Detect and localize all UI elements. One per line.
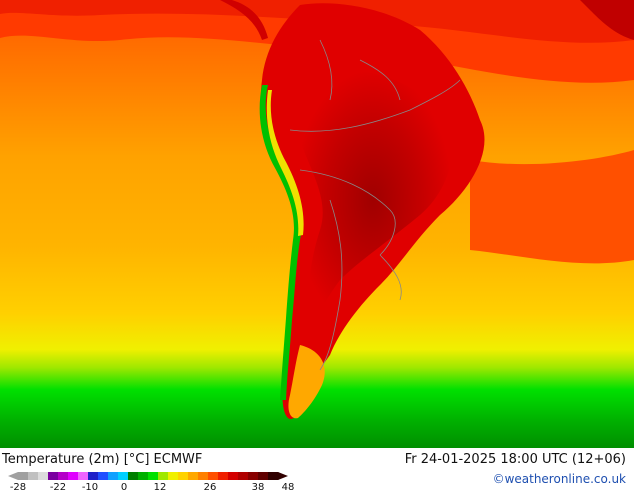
legend-swatch <box>148 472 159 480</box>
legend-swatch <box>38 472 49 480</box>
legend-swatch <box>48 472 59 480</box>
temperature-map <box>0 0 634 448</box>
central-america <box>220 0 268 40</box>
legend-swatch <box>208 472 219 480</box>
legend-tick: 12 <box>153 482 167 493</box>
legend-arrow-left <box>8 472 18 480</box>
color-legend <box>8 472 288 480</box>
legend-swatch <box>78 472 89 480</box>
map-title: Temperature (2m) [°C] ECMWF <box>2 452 203 467</box>
legend-swatch <box>238 472 249 480</box>
east-ocean-band <box>470 150 634 264</box>
map-footer: Temperature (2m) [°C] ECMWF Fr 24-01-202… <box>0 448 634 493</box>
legend-swatch <box>228 472 239 480</box>
legend-tick: -28 <box>9 482 27 493</box>
legend-swatch <box>198 472 209 480</box>
legend-swatch <box>58 472 69 480</box>
legend-swatch <box>258 472 269 480</box>
legend-tick: 48 <box>281 482 295 493</box>
legend-swatch <box>268 472 279 480</box>
legend-swatch <box>218 472 229 480</box>
legend-swatch <box>88 472 99 480</box>
legend-swatch <box>248 472 259 480</box>
patagonia <box>288 345 325 419</box>
andes-ridge <box>259 85 302 400</box>
legend-swatch <box>28 472 39 480</box>
map-datetime: Fr 24-01-2025 18:00 UTC (12+06) <box>404 452 626 467</box>
legend-swatch <box>18 472 29 480</box>
legend-swatch <box>168 472 179 480</box>
legend-swatch <box>128 472 139 480</box>
country-borders <box>289 39 461 371</box>
legend-swatch <box>68 472 79 480</box>
africa-coast <box>580 0 634 40</box>
legend-tick: 26 <box>203 482 217 493</box>
legend-swatch <box>108 472 119 480</box>
legend-swatch <box>118 472 129 480</box>
legend-tick: 0 <box>120 482 128 493</box>
hot-interior <box>293 70 453 330</box>
legend-swatch <box>188 472 199 480</box>
legend-arrow-right <box>278 472 288 480</box>
legend-swatch <box>178 472 189 480</box>
legend-swatch <box>98 472 109 480</box>
legend-swatch <box>158 472 169 480</box>
legend-tick: -10 <box>81 482 99 493</box>
legend-swatch <box>138 472 149 480</box>
legend-tick: 38 <box>251 482 265 493</box>
legend-tick: -22 <box>49 482 67 493</box>
credit-link[interactable]: ©weatheronline.co.uk <box>492 472 626 486</box>
